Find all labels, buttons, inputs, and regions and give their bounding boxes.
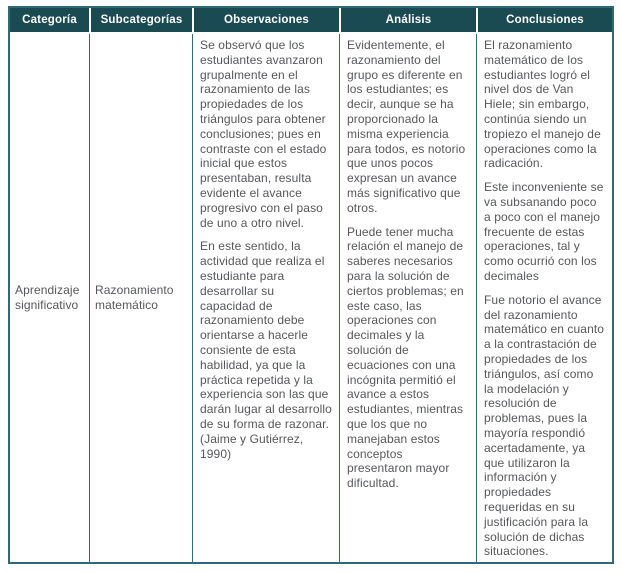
column-header-observaciones: Observaciones <box>192 8 339 32</box>
column-header-conclusiones: Conclusiones <box>476 8 612 32</box>
paragraph: Se observó que los estudiantes avanzaron… <box>200 38 327 230</box>
paragraph: Puede tener mucha relación el manejo de … <box>347 224 464 491</box>
column-header-categoria: Categoría <box>10 8 89 32</box>
cell-observaciones: Se observó que los estudiantes avanzaron… <box>192 34 339 562</box>
column-header-subcategorias: Subcategorías <box>89 8 192 32</box>
paragraph: El razonamiento matemático de los estudi… <box>484 38 601 171</box>
paragraph: Este inconveniente se va subsanando poco… <box>484 180 604 283</box>
paragraph: En este sentido, la actividad que realiz… <box>200 239 332 461</box>
cell-conclusiones: El razonamiento matemático de los estudi… <box>476 34 612 562</box>
paragraph: Evidentemente, el razonamiento del grupo… <box>347 38 466 215</box>
cell-categoria: Aprendizaje significativo <box>15 283 80 312</box>
analysis-matrix-table: Categoría Subcategorías Observaciones An… <box>8 6 614 564</box>
table-row: Aprendizaje significativo Razonamiento m… <box>10 32 612 562</box>
paragraph: Fue notorio el avance del razonamiento m… <box>484 292 605 559</box>
cell-subcategorias: Razonamiento matemático <box>89 34 192 562</box>
cell-analisis: Evidentemente, el razonamiento del grupo… <box>339 34 476 562</box>
column-header-analisis: Análisis <box>339 8 476 32</box>
table-header-row: Categoría Subcategorías Observaciones An… <box>10 8 612 32</box>
